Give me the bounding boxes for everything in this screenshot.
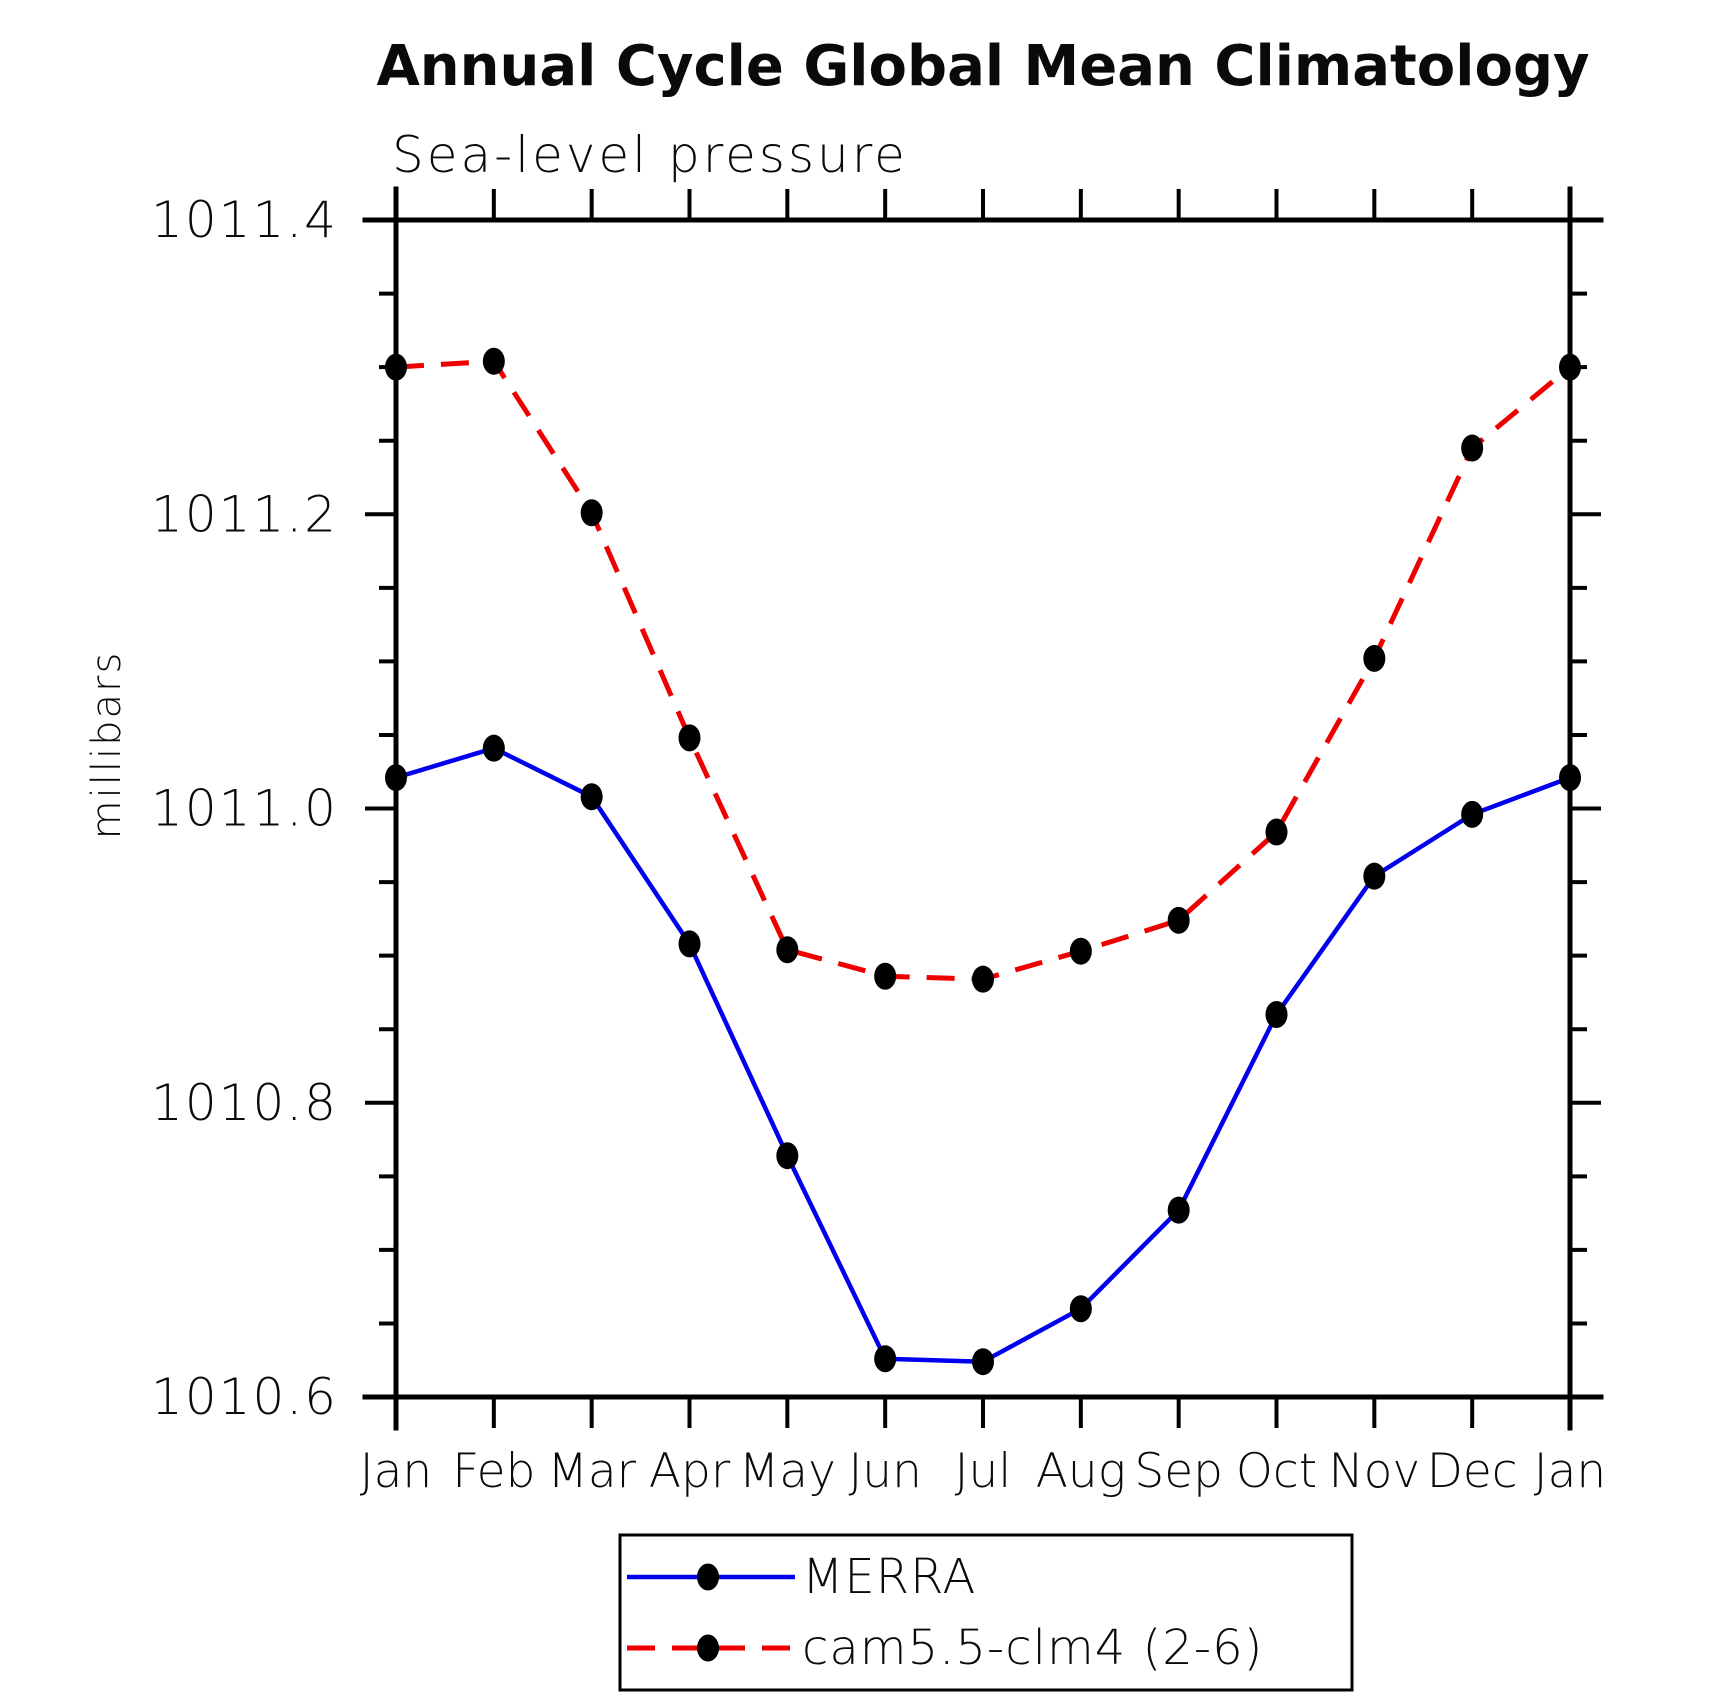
legend: MERRA cam5.5-clm4 (2-6) [618, 1533, 1354, 1692]
legend-label-merra: MERRA [802, 1549, 976, 1605]
x-tick-label: Jan [360, 1444, 432, 1499]
y-tick-label: 1011.4 [151, 191, 338, 249]
data-point-cam5-5-clm4-2-6- [776, 936, 799, 964]
data-point-merra [1167, 1196, 1190, 1224]
data-point-cam5-5-clm4-2-6- [1265, 818, 1288, 846]
data-point-cam5-5-clm4-2-6- [1461, 434, 1484, 462]
legend-box [618, 1533, 1354, 1692]
data-point-cam5-5-clm4-2-6- [482, 347, 505, 375]
data-point-merra [972, 1348, 994, 1376]
data-point-merra [678, 930, 701, 958]
x-tick-label: Nov [1328, 1444, 1420, 1499]
x-tick-label: Oct [1236, 1444, 1317, 1499]
series-line-cam5-5-clm4-2-6- [395, 358, 1572, 982]
legend-marker-merra [697, 1563, 719, 1591]
x-tick-label: Jun [848, 1444, 921, 1499]
x-tick-label: Feb [452, 1444, 535, 1499]
data-point-merra [874, 1345, 897, 1373]
x-tick-label: Jul [955, 1444, 1012, 1499]
legend-item-cam: cam5.5-clm4 (2-6) [627, 1620, 1263, 1676]
data-point-cam5-5-clm4-2-6- [972, 965, 994, 993]
data-point-cam5-5-clm4-2-6- [1069, 937, 1092, 965]
x-tick-label: Dec [1427, 1444, 1518, 1499]
series [385, 347, 1581, 1376]
x-tick-label: Jan [1534, 1444, 1606, 1499]
data-point-merra [1363, 862, 1386, 890]
data-point-merra [1559, 764, 1581, 792]
data-point-cam5-5-clm4-2-6- [580, 499, 603, 527]
data-point-cam5-5-clm4-2-6- [385, 353, 407, 381]
data-point-cam5-5-clm4-2-6- [1559, 353, 1581, 381]
data-point-merra [385, 764, 407, 792]
data-point-merra [776, 1142, 799, 1170]
x-tick-label: Aug [1036, 1444, 1126, 1499]
x-tick-label: May [739, 1444, 836, 1499]
data-point-merra [580, 783, 603, 811]
data-point-cam5-5-clm4-2-6- [874, 962, 897, 990]
y-tick-label: 1011.2 [151, 485, 338, 543]
y-axis-title: millibars [84, 651, 130, 840]
y-tick-label: 1010.6 [151, 1368, 338, 1426]
data-point-merra [1265, 1000, 1288, 1028]
legend-marker-cam [697, 1634, 719, 1662]
data-point-merra [1069, 1295, 1092, 1323]
x-tick-label: Mar [547, 1444, 636, 1499]
legend-item-merra: MERRA [627, 1549, 976, 1605]
data-point-merra [482, 734, 505, 762]
x-tick-label: Sep [1134, 1444, 1223, 1499]
data-point-cam5-5-clm4-2-6- [1167, 906, 1190, 934]
series-line-merra [395, 745, 1571, 1364]
data-point-cam5-5-clm4-2-6- [678, 724, 701, 752]
x-tick-label: Apr [649, 1444, 731, 1499]
data-point-cam5-5-clm4-2-6- [1363, 644, 1386, 672]
chart-subtitle: Sea-level pressure [392, 126, 908, 184]
legend-label-cam: cam5.5-clm4 (2-6) [802, 1620, 1263, 1676]
y-tick-label: 1011.0 [151, 780, 338, 838]
y-tick-label: 1010.8 [151, 1074, 338, 1132]
data-point-merra [1461, 800, 1484, 828]
chart-title: Annual Cycle Global Mean Climatology [376, 34, 1589, 99]
axes: Jan Feb Mar Apr May Jun Jul Aug Sep Oct Nov Dec Jan 1… [151, 186, 1606, 1499]
